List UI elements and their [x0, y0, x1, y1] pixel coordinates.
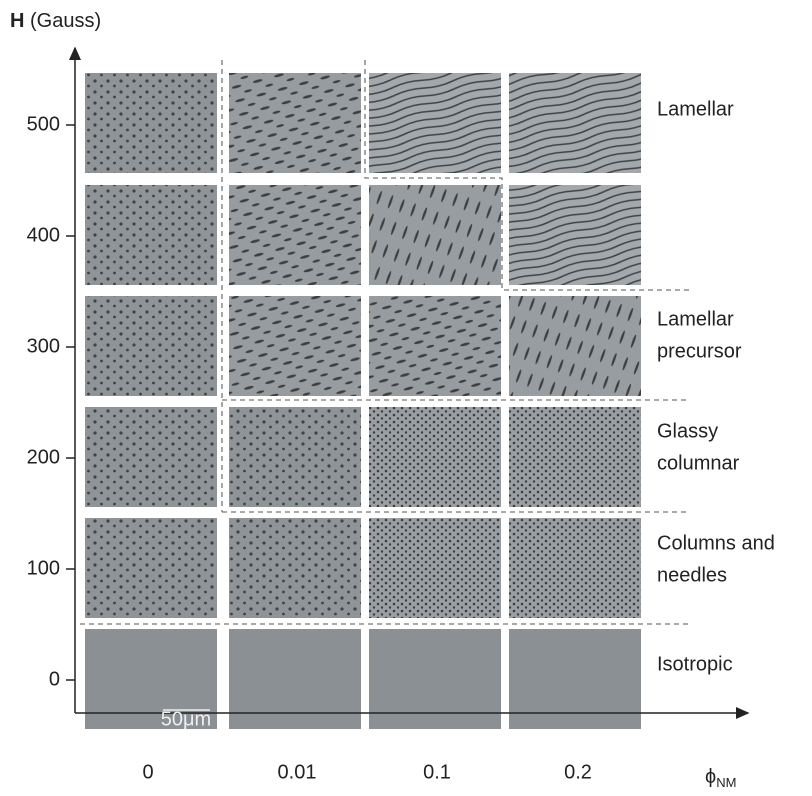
micrograph — [509, 296, 641, 396]
micrograph — [229, 629, 361, 729]
y-tick-label: 200 — [27, 446, 60, 468]
phase-label: Lamellar — [657, 308, 734, 330]
phase-label: precursor — [657, 340, 742, 362]
micrograph — [229, 185, 361, 285]
micrograph — [509, 518, 641, 618]
micrograph — [509, 73, 641, 173]
micrograph-grid — [85, 73, 641, 729]
y-tick-label: 100 — [27, 557, 60, 579]
scale-bar-label: 50μm — [161, 708, 211, 730]
micrograph — [85, 518, 217, 618]
micrograph — [229, 407, 361, 507]
micrograph — [369, 629, 501, 729]
y-tick-label: 300 — [27, 335, 60, 357]
micrograph — [369, 185, 501, 285]
phase-label: Glassy — [657, 420, 718, 442]
x-axis-label: ϕNM — [705, 766, 736, 790]
micrograph — [369, 407, 501, 507]
micrograph — [85, 185, 217, 285]
micrograph — [85, 296, 217, 396]
y-tick-label: 0 — [49, 668, 60, 690]
micrograph — [509, 629, 641, 729]
phase-label: needles — [657, 564, 727, 586]
x-tick-label: 0.1 — [423, 761, 451, 783]
micrograph — [509, 407, 641, 507]
y-tick-label: 400 — [27, 224, 60, 246]
phase-boundaries — [80, 60, 690, 625]
phase-label: Isotropic — [657, 653, 733, 675]
micrograph — [369, 73, 501, 173]
phase-label: columnar — [657, 452, 740, 474]
phase-label: Columns and — [657, 532, 775, 554]
y-tick-label: 500 — [27, 113, 60, 135]
micrograph — [85, 407, 217, 507]
x-tick-label: 0.2 — [564, 761, 592, 783]
micrograph — [229, 73, 361, 173]
micrograph — [85, 73, 217, 173]
micrograph — [369, 518, 501, 618]
y-axis-label: H (Gauss) — [10, 10, 101, 32]
x-tick-label: 0.01 — [278, 761, 317, 783]
micrograph — [369, 296, 501, 396]
phase-label: Lamellar — [657, 98, 734, 120]
micrograph — [229, 518, 361, 618]
micrograph — [229, 296, 361, 396]
micrograph — [509, 185, 641, 285]
x-tick-label: 0 — [142, 761, 153, 783]
